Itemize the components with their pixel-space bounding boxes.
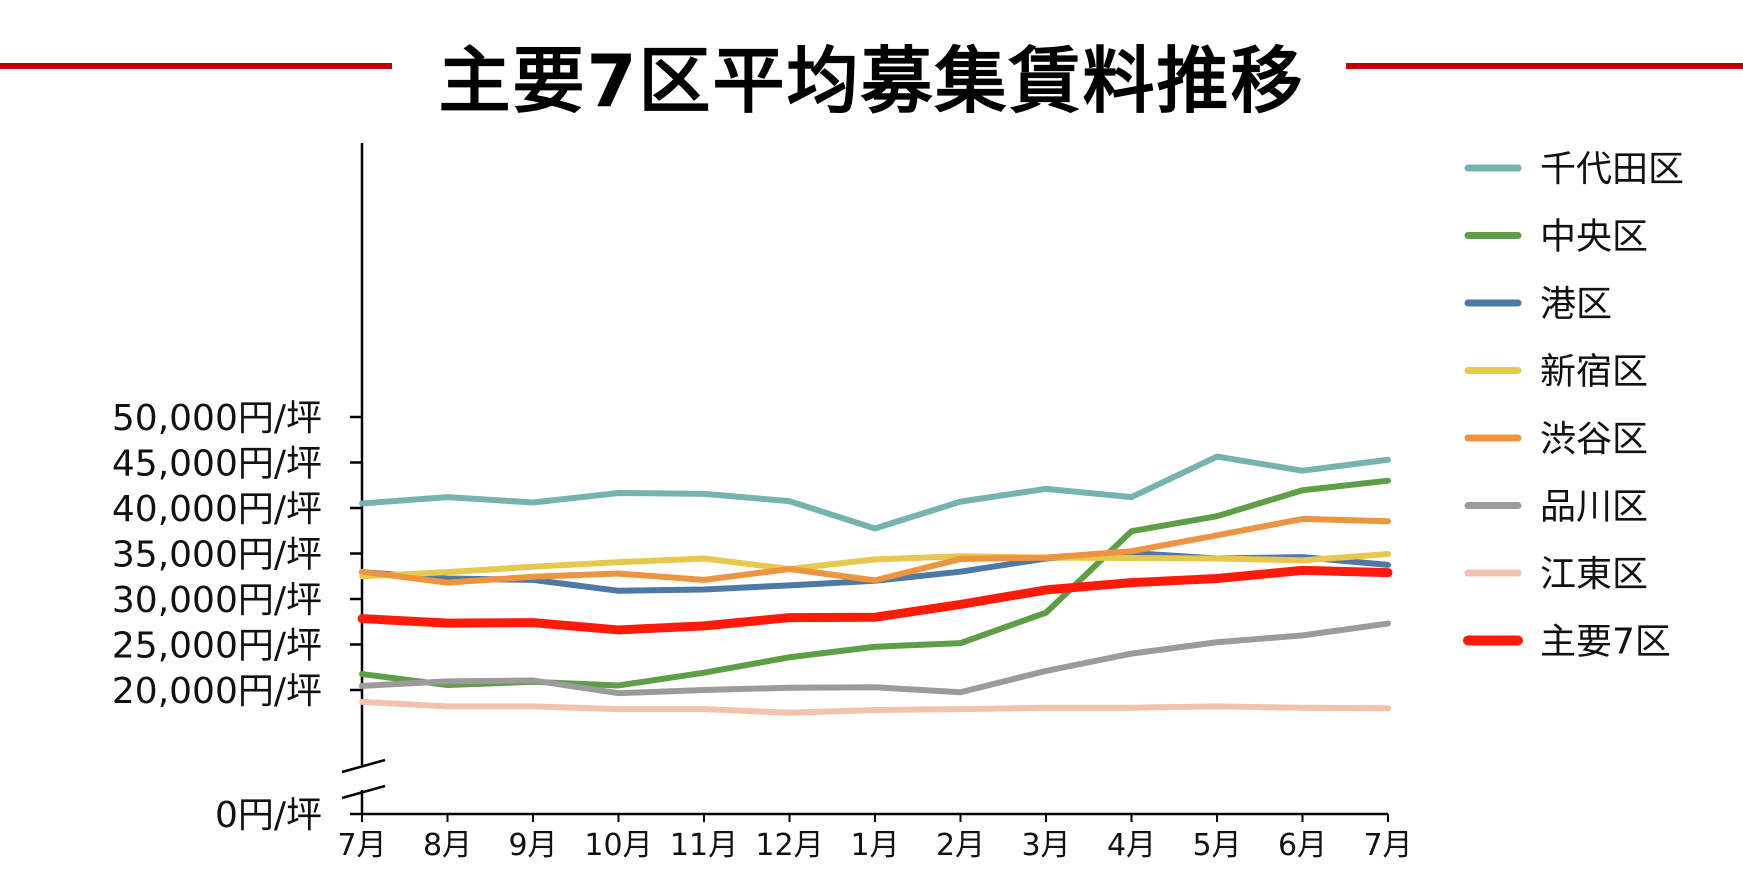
series-line-8 <box>357 565 1393 635</box>
y-tick-label: 50,000円/坪 <box>112 398 322 439</box>
x-tick-label: 6月 <box>1278 828 1327 863</box>
y-tick-label: 0円/坪 <box>215 795 322 836</box>
axes: 0円/坪 20,000円/坪25,000円/坪 30,000円/坪35,000円/坪… <box>112 143 1413 863</box>
series-line-6 <box>359 620 1391 697</box>
legend-label: 品川区 <box>1540 487 1648 528</box>
x-tick-label: 7月 <box>337 828 386 863</box>
y-tick-label: 25,000円/坪 <box>112 626 322 667</box>
axis-break-mark <box>341 758 386 774</box>
y-tick-label: 30,000円/坪 <box>112 580 322 621</box>
series-line-5 <box>359 515 1391 586</box>
x-tick-label: 2月 <box>936 828 985 863</box>
series-line-4 <box>359 550 1391 580</box>
x-tick-label: 8月 <box>423 828 472 863</box>
legend-label: 江東区 <box>1540 554 1648 595</box>
legend-label: 千代田区 <box>1540 149 1684 190</box>
series-line-7 <box>359 698 1391 716</box>
legend-label: 新宿区 <box>1540 352 1648 393</box>
y-tick-label: 40,000円/坪 <box>112 489 322 530</box>
x-tick-label: 11月 <box>670 828 738 863</box>
x-tick-label: 9月 <box>508 828 557 863</box>
legend-label: 主要7区 <box>1540 622 1671 663</box>
title-banner: 主要7区平均募集賃料推移 <box>0 18 1743 123</box>
y-tick-label: 20,000円/坪 <box>112 671 322 712</box>
x-tick-label: 7月 <box>1363 828 1412 863</box>
x-tick-label: 10月 <box>584 828 652 863</box>
y-tick-label: 45,000円/坪 <box>112 444 322 485</box>
series-lines <box>357 453 1393 716</box>
title-rule-right <box>1346 63 1743 69</box>
y-tick-label: 35,000円/坪 <box>112 535 322 576</box>
legend-label: 渋谷区 <box>1540 419 1648 460</box>
x-tick-label: 1月 <box>850 828 899 863</box>
legend-label: 港区 <box>1540 284 1612 325</box>
x-tick-label: 3月 <box>1021 828 1070 863</box>
axis-break-mark <box>341 784 386 800</box>
x-tick-label: 5月 <box>1192 828 1241 863</box>
x-tick-label: 4月 <box>1107 828 1156 863</box>
chart-title: 主要7区平均募集賃料推移 <box>438 39 1305 123</box>
legend-label: 中央区 <box>1540 217 1648 258</box>
title-rule-left <box>0 63 392 69</box>
x-tick-label: 12月 <box>755 828 823 863</box>
series-line-1 <box>359 453 1391 532</box>
